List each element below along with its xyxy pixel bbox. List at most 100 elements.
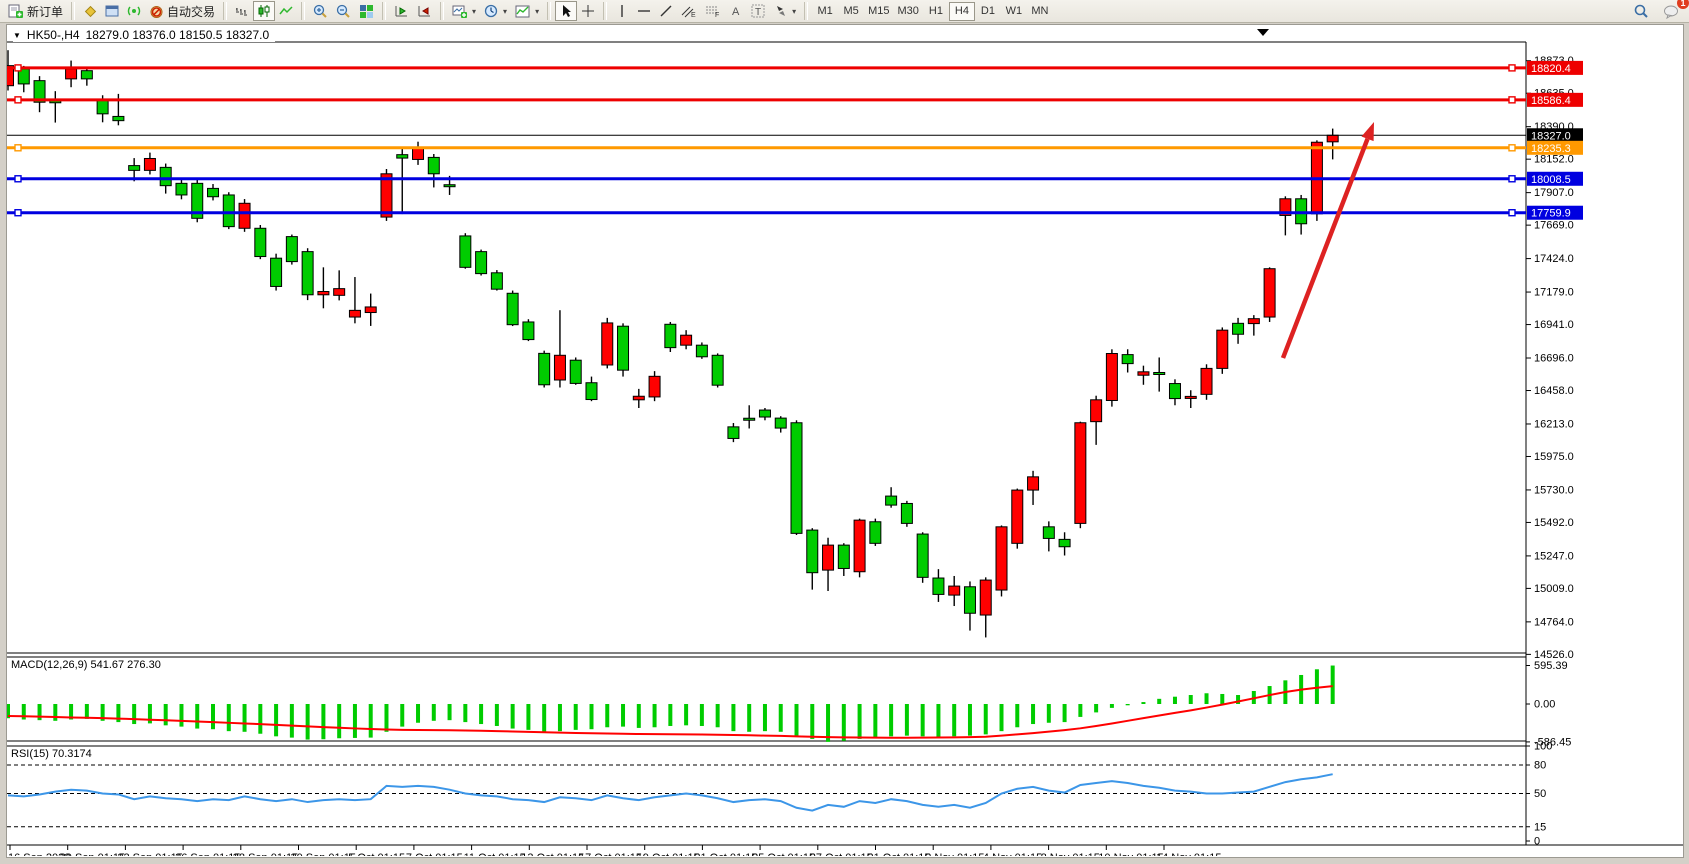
chart-ohlc-values: 18279.0 18376.0 18150.5 18327.0 [85, 28, 270, 42]
toolbar-separator [223, 2, 228, 20]
horizontal-line-icon [638, 10, 651, 12]
search-icon [1634, 4, 1648, 18]
auto-trading-label: 自动交易 [167, 4, 216, 19]
fibonacci-button[interactable]: F [701, 1, 725, 21]
line-handle[interactable] [1508, 175, 1516, 183]
timeframe-h4[interactable]: H4 [948, 1, 975, 21]
price-tag [1527, 205, 1583, 220]
bar-chart-button[interactable] [231, 1, 253, 21]
zoom-in-button[interactable] [309, 1, 332, 21]
candlestick-chart[interactable]: 18873.018635.018390.018152.017907.017669… [7, 25, 1683, 856]
svg-text:14526.0: 14526.0 [1534, 649, 1574, 661]
line-handle[interactable] [14, 64, 22, 72]
svg-text:T: T [755, 7, 761, 18]
svg-text:31 Oct 01:15: 31 Oct 01:15 [868, 852, 931, 856]
line-handle[interactable] [14, 209, 22, 217]
horizontal-line-button[interactable] [633, 1, 655, 21]
svg-text:16 Sep 2022: 16 Sep 2022 [8, 852, 70, 856]
tile-windows-button[interactable] [355, 1, 378, 21]
line-handle[interactable] [1508, 144, 1516, 152]
vertical-line-button[interactable] [611, 1, 633, 21]
channel-button[interactable]: E [677, 1, 701, 21]
notification-badge: 1 [1677, 0, 1689, 9]
crosshair-button[interactable] [577, 1, 599, 21]
svg-text:7 Oct 01:15: 7 Oct 01:15 [406, 852, 463, 856]
new-order-icon [8, 4, 23, 18]
line-handle[interactable] [14, 96, 22, 104]
indicators-button[interactable]: ▾ [511, 1, 543, 21]
vertical-line-icon [621, 5, 623, 17]
toolbar-separator [301, 2, 306, 20]
svg-text:26 Sep 01:15: 26 Sep 01:15 [175, 852, 240, 856]
new-chart-button[interactable]: ▾ [448, 1, 480, 21]
timeframe-h1[interactable]: H1 [923, 2, 949, 21]
zoom-out-button[interactable] [332, 1, 355, 21]
svg-text:0: 0 [1534, 836, 1540, 848]
timeframe-w1[interactable]: W1 [1001, 2, 1027, 21]
line-chart-button[interactable] [275, 1, 297, 21]
timeframe-m15[interactable]: M15 [864, 2, 893, 21]
svg-text:15247.0: 15247.0 [1534, 550, 1574, 562]
timeframe-d1[interactable]: D1 [975, 2, 1001, 21]
trendline-icon [660, 5, 672, 17]
macd-label: MACD(12,26,9) 541.67 276.30 [11, 659, 161, 671]
collapse-triangle-icon[interactable]: ▼ [13, 30, 21, 40]
auto-scroll-icon [395, 6, 408, 17]
tick-chart-button[interactable] [79, 1, 101, 21]
svg-text:16941.0: 16941.0 [1534, 319, 1574, 331]
price-tag [1527, 128, 1583, 143]
time-axis[interactable]: 16 Sep 202220 Sep 01:1522 Sep 01:1526 Se… [8, 845, 1221, 856]
text-button[interactable]: A [725, 1, 747, 21]
svg-text:19 Oct 01:15: 19 Oct 01:15 [637, 852, 700, 856]
price-tag-text: 18820.4 [1531, 63, 1571, 75]
new-order-button[interactable]: 新订单 [4, 1, 67, 21]
line-handle[interactable] [1508, 96, 1516, 104]
chat-bubble-icon [1664, 5, 1678, 19]
chart-window[interactable]: ▼ HK50-,H4 18279.0 18376.0 18150.5 18327… [6, 24, 1684, 858]
candlestick-chart-button[interactable] [253, 1, 276, 21]
profiles-button[interactable] [101, 1, 123, 21]
line-handle[interactable] [1508, 209, 1516, 217]
svg-text:17179.0: 17179.0 [1534, 287, 1574, 299]
svg-text:15: 15 [1534, 821, 1546, 833]
text-label-button[interactable]: T [747, 1, 770, 21]
arrows-button[interactable]: ▾ [770, 1, 800, 21]
shift-marker-icon[interactable] [1257, 29, 1269, 36]
chart-shift-icon [418, 6, 431, 17]
timeframe-m1[interactable]: M1 [812, 2, 838, 21]
line-handle[interactable] [1508, 64, 1516, 72]
signals-button[interactable] [123, 1, 145, 21]
cursor-button[interactable] [555, 1, 578, 21]
svg-text:15492.0: 15492.0 [1534, 517, 1574, 529]
timeframe-m5[interactable]: M5 [838, 2, 864, 21]
svg-text:4 Nov 01:15: 4 Nov 01:15 [983, 852, 1042, 856]
text-label-icon: T [751, 4, 765, 18]
periods-button[interactable]: ▾ [480, 1, 511, 21]
trend-arrow[interactable] [1280, 122, 1374, 359]
chat-button[interactable] [1659, 1, 1683, 21]
line-handle[interactable] [14, 144, 22, 152]
rsi-levels [7, 764, 1526, 828]
auto-scroll-button[interactable] [390, 1, 413, 21]
search-button[interactable] [1630, 1, 1653, 21]
svg-text:100: 100 [1534, 741, 1552, 753]
price-tag-text: 17759.9 [1531, 208, 1571, 220]
toolbar-separator [71, 2, 76, 20]
candlestick-icon [258, 5, 270, 17]
svg-text:15009.0: 15009.0 [1534, 583, 1574, 595]
price-tag [1527, 92, 1583, 107]
svg-text:16458.0: 16458.0 [1534, 385, 1574, 397]
svg-text:5 Oct 01:15: 5 Oct 01:15 [348, 852, 405, 856]
toolbar-separator [440, 2, 445, 20]
chart-shift-button[interactable] [413, 1, 436, 21]
auto-trading-button[interactable]: 自动交易 [145, 1, 219, 21]
toolbar-separator [603, 2, 608, 20]
toolbar-separator [382, 2, 387, 20]
line-handle[interactable] [14, 175, 22, 183]
svg-text:16696.0: 16696.0 [1534, 353, 1574, 365]
timeframe-m30[interactable]: M30 [894, 2, 923, 21]
timeframe-mn[interactable]: MN [1027, 2, 1053, 21]
svg-text:A: A [732, 6, 740, 18]
trendline-button[interactable] [655, 1, 677, 21]
